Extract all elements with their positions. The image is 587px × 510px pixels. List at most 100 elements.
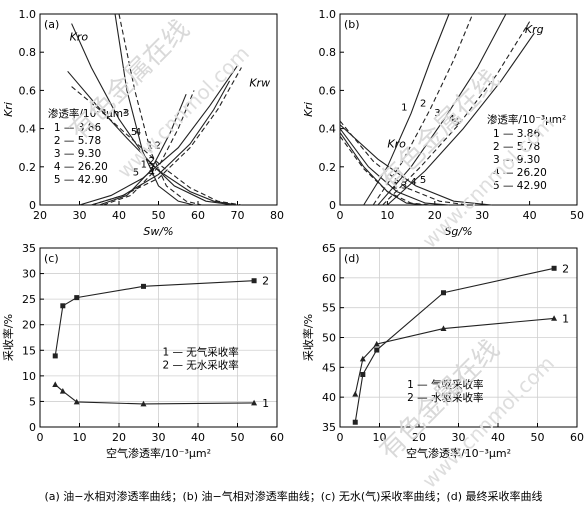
panel-c-y-tick-label: 5 (29, 395, 36, 408)
panel-c-x-tick-label: 20 (112, 431, 126, 444)
panel-a-y-tick-label: 0.2 (19, 161, 37, 174)
panel-c-y-tick-label: 20 (22, 319, 36, 332)
panel-c-x-tick-label: 10 (73, 431, 87, 444)
panel-a-legend-item: 4 — 26.20 (54, 161, 108, 173)
panel-a-curve-number-label: 1 (147, 141, 153, 152)
panel-b-x-tick-label: 20 (428, 209, 442, 222)
panel-a-x-tick-label: 50 (152, 209, 166, 222)
panel-a-curve-group-label: Kro (70, 31, 89, 44)
panel-a-legend-item: 5 — 42.90 (54, 174, 108, 186)
panel-d-y-tick-label: 65 (322, 242, 336, 255)
panel-c-series-line-2 (54, 280, 255, 356)
panel-a-x-axis-label: Sw/% (143, 225, 173, 238)
panel-a-series-line-krw-1 (99, 94, 187, 206)
panel-b-legend-item: 4 — 26.20 (493, 167, 547, 179)
panel-b-curve-number-label: 5 (420, 175, 426, 186)
panel-b-x-tick-label: 50 (570, 209, 584, 222)
panel-a-legend-title: 渗透率/10⁻³μm² (48, 107, 127, 120)
panel-b-series-line-kro-5 (339, 124, 492, 206)
panel-b-x-axis-label: Sg/% (444, 225, 472, 238)
panel-b-series-line-kro-4 (339, 120, 469, 206)
panel-c-x-tick-label: 50 (231, 431, 245, 444)
panel-c-legend-item: 2 — 无水采收率 (162, 358, 238, 371)
panel-d-x-tick-label: 20 (412, 431, 426, 444)
panel-c-y-tick-label: 25 (22, 293, 36, 306)
panel-a-y-axis-label: Kri (2, 102, 15, 117)
panel-c-data-point-triangle (52, 381, 59, 387)
panel-d-series-end-label-2: 2 (562, 262, 569, 275)
panel-c-data-point-triangle (59, 388, 66, 394)
panel-d-y-tick-label: 45 (322, 361, 336, 374)
panel-d-data-point-triangle (359, 355, 366, 362)
panel-c-x-tick-label: 0 (37, 431, 44, 444)
panel-d-y-tick-label: 60 (322, 272, 336, 285)
panel-a-series-line-kro-4 (71, 86, 242, 206)
panel-b-curve-number-label: 2 (420, 99, 426, 110)
panel-a-curve-number-label: 1 (141, 160, 147, 171)
panel-c-data-point-triangle (140, 400, 147, 407)
panel-d-x-tick-label: 50 (531, 431, 545, 444)
figure-caption: (a) 油−水相对渗透率曲线；(b) 油−气相对渗透率曲线；(c) 无水(气)采… (44, 490, 543, 503)
panel-b-curve-number-label: 5 (453, 118, 459, 129)
panel-a-curve-number-label: 2 (155, 141, 161, 152)
panel-b-y-tick-label: 0 (329, 199, 336, 212)
panel-a-y-tick-label: 0.8 (19, 46, 37, 59)
panel-a-curve-number-label: 3 (149, 163, 155, 174)
panel-d-x-tick-label: 40 (491, 431, 505, 444)
panel-c-x-axis-label: 空气渗透率/10⁻³μm² (106, 446, 211, 460)
panel-a-series-line-kro-1 (114, 13, 195, 206)
panel-a-legend-item: 3 — 9.30 (54, 148, 101, 160)
panel-c-data-point-square (52, 353, 58, 359)
panel-c-data-point-square (60, 303, 66, 309)
panel-c-x-tick-label: 40 (191, 431, 205, 444)
panel-d-y-tick-label: 35 (322, 421, 336, 434)
panel-d-data-point-square (551, 265, 557, 271)
panel-c-data-point-triangle (251, 399, 258, 406)
panel-d-data-point-triangle (551, 315, 558, 321)
panel-b-legend-item: 2 — 5.78 (493, 141, 540, 153)
panel-b-y-tick-label: 0.8 (319, 46, 337, 59)
panel-d-series-end-label-1: 1 (562, 312, 569, 325)
panel-b-y-axis-label: Kri (302, 102, 315, 117)
panel-b-curve-group-label: Kro (387, 138, 406, 151)
panel-d-x-axis-label: 空气渗透率/10⁻³μm² (406, 446, 511, 460)
panel-b-curve-number-label: 4 (410, 177, 416, 188)
panel-c-data-point-square (251, 278, 257, 284)
panel-b-y-tick-label: 0.4 (319, 123, 337, 136)
panel-c-y-axis-label: 采收率/% (1, 314, 15, 361)
panel-a-y-tick-label: 0.4 (19, 123, 37, 136)
panel-d-y-tick-label: 55 (322, 302, 336, 315)
panel-c-x-tick-label: 30 (152, 431, 166, 444)
panel-c-y-tick-label: 30 (22, 268, 36, 281)
panel-b-x-tick-label: 40 (523, 209, 537, 222)
panel-a-x-tick-label: 40 (112, 209, 126, 222)
panel-a-x-tick-label: 80 (270, 209, 284, 222)
panel-a-series-line-kro-5 (67, 70, 238, 206)
panel-a-series-line-krw-5 (79, 65, 238, 206)
panel-a-curve-number-label: 4 (135, 127, 141, 138)
figure-canvas: 20 30 40 50 60 70 8000.20.40.60.81.0Sw/%Kri(a)… (1, 8, 584, 460)
panel-a-legend-item: 1 — 3.86 (54, 122, 102, 134)
panel-b-series-line-krg-1 (363, 13, 450, 206)
panel-a-x-tick-label: 60 (191, 209, 205, 222)
panel-d-panel-label: (d) (344, 252, 360, 265)
panel-a-panel-label: (a) (44, 18, 59, 31)
panel-b-y-tick-label: 0.6 (319, 84, 337, 97)
panel-b-curve-number-label: 3 (434, 108, 440, 119)
panel-a-legend-item: 2 — 5.78 (54, 135, 101, 147)
panel-b-curve-number-label: 4 (449, 114, 455, 125)
panel-a-x-tick-label: 30 (73, 209, 87, 222)
panel-c-data-point-triangle (73, 398, 80, 405)
panel-c-panel-label: (c) (44, 252, 59, 265)
panel-d-data-point-square (440, 290, 446, 296)
panel-a-y-tick-label: 0.6 (19, 84, 37, 97)
panel-a-curve-group-label: Krw (249, 77, 270, 90)
panel-b-series-line-krg-2 (372, 13, 474, 206)
panel-d-data-point-square (352, 419, 358, 425)
panel-a-curve-number-label: 3 (123, 108, 129, 119)
panel-b-panel-label: (b) (344, 18, 360, 31)
panel-b-series-line-krg-4 (382, 21, 531, 206)
panel-d-data-point-square (360, 371, 366, 377)
panel-c-y-tick-label: 15 (22, 344, 36, 357)
panel-d-legend-item: 2 — 水驱采收率 (407, 391, 483, 404)
